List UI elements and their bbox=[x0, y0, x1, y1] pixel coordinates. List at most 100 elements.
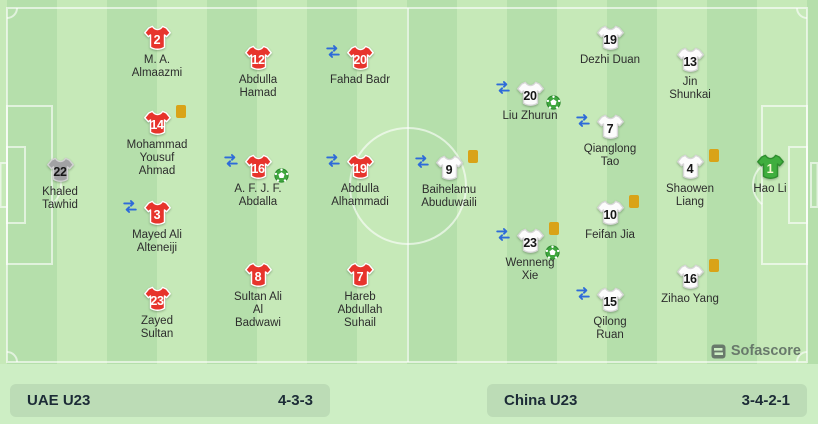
player-home-23[interactable]: 23 Zayed Sultan bbox=[99, 285, 215, 341]
jersey-icon bbox=[756, 154, 784, 179]
player-shirt: 12 bbox=[244, 44, 273, 71]
player-home-22[interactable]: 22 Khaled Tawhid bbox=[2, 156, 118, 212]
away-team-name: China U23 bbox=[504, 392, 578, 409]
player-shirt: 8 bbox=[244, 261, 273, 288]
player-name: Abdulla Hamad bbox=[238, 74, 278, 99]
right-penalty-arc bbox=[752, 165, 763, 205]
player-home-7[interactable]: 7 Hareb Abdullah Suhail bbox=[302, 261, 418, 330]
jersey-icon bbox=[676, 154, 704, 179]
player-away-4[interactable]: 4 Shaowen Liang bbox=[632, 149, 748, 209]
player-number: 20 bbox=[523, 88, 537, 103]
jersey-icon bbox=[244, 154, 272, 179]
player-away-19[interactable]: 19 Dezhi Duan bbox=[552, 24, 668, 67]
player-away-16[interactable]: 16 Zihao Yang bbox=[632, 259, 748, 306]
player-shirt: 1 bbox=[756, 153, 785, 180]
player-number: 7 bbox=[606, 121, 614, 136]
player-name: Mohammad Yousuf Ahmad bbox=[126, 139, 188, 177]
home-team-formation: 4-3-3 bbox=[277, 392, 313, 409]
player-away-23[interactable]: 23 Wenneng Xie bbox=[472, 222, 588, 283]
player-away-13[interactable]: 13 Jin Shunkai bbox=[632, 46, 748, 102]
sofascore-watermark: Sofascore bbox=[711, 343, 801, 359]
substitution-icon bbox=[325, 45, 340, 58]
substitution-icon bbox=[495, 81, 510, 94]
player-shirt: 7 bbox=[346, 261, 375, 288]
player-home-3[interactable]: 3 Mayed Ali Alteneiji bbox=[99, 199, 215, 255]
player-number: 10 bbox=[603, 207, 617, 222]
player-name: Feifan Jia bbox=[585, 229, 635, 241]
substitution-icon bbox=[575, 114, 590, 127]
player-name: Qilong Ruan bbox=[593, 316, 627, 341]
jersey-icon bbox=[143, 200, 171, 225]
player-number: 2 bbox=[153, 32, 161, 47]
player-number: 19 bbox=[353, 161, 367, 176]
player-name: Dezhi Duan bbox=[579, 54, 641, 66]
pitch-markings bbox=[0, 7, 818, 363]
player-name: Baihelamu Abuduwaili bbox=[421, 184, 477, 209]
right-goal-area bbox=[788, 146, 808, 224]
player-home-12[interactable]: 12 Abdulla Hamad bbox=[200, 44, 316, 100]
jersey-icon bbox=[346, 262, 374, 287]
player-name: Sultan Ali Al Badwawi bbox=[234, 291, 282, 329]
player-number: 9 bbox=[445, 162, 453, 177]
formation-bar: UAE U23 4-3-3 China U23 3-4-2-1 bbox=[0, 364, 818, 424]
player-number: 22 bbox=[53, 164, 67, 179]
player-shirt: 16 bbox=[223, 153, 289, 183]
corner-arc-top-right bbox=[796, 7, 808, 19]
yellow-card-icon bbox=[708, 149, 719, 162]
corner-arc-bottom-left bbox=[6, 351, 18, 363]
corner-arc-bottom-right bbox=[796, 351, 808, 363]
player-number: 15 bbox=[603, 294, 617, 309]
jersey-icon bbox=[435, 155, 463, 180]
goal-icon bbox=[273, 168, 289, 183]
player-number: 19 bbox=[603, 32, 617, 47]
sofascore-logo-icon bbox=[711, 344, 726, 358]
player-number: 7 bbox=[356, 269, 364, 284]
player-home-19[interactable]: 19 Abdulla Alhammadi bbox=[302, 153, 418, 209]
player-name: Hareb Abdullah Suhail bbox=[337, 291, 383, 329]
substitution-icon bbox=[414, 155, 429, 168]
player-away-20[interactable]: 20 Liu Zhurun bbox=[472, 80, 588, 123]
center-circle bbox=[349, 127, 467, 245]
jersey-icon bbox=[143, 286, 171, 311]
jersey-icon bbox=[596, 287, 624, 312]
football-pitch: 22 Khaled Tawhid 2 M. A. Almaazmi bbox=[0, 0, 818, 364]
player-away-15[interactable]: 15 Qilong Ruan bbox=[552, 286, 668, 342]
jersey-icon bbox=[676, 47, 704, 72]
player-home-2[interactable]: 2 M. A. Almaazmi bbox=[99, 24, 215, 80]
player-number: 12 bbox=[251, 52, 265, 67]
player-home-14[interactable]: 14 Mohammad Yousuf Ahmad bbox=[99, 105, 215, 178]
player-home-16[interactable]: 16 A. F. J. F. Abdalla bbox=[200, 153, 316, 209]
player-number: 3 bbox=[153, 207, 161, 222]
player-shirt: 15 bbox=[575, 286, 625, 313]
player-shirt: 19 bbox=[325, 153, 375, 180]
player-shirt: 19 bbox=[596, 24, 625, 51]
jersey-icon bbox=[596, 200, 624, 225]
player-away-10[interactable]: 10 Feifan Jia bbox=[552, 195, 668, 242]
player-shirt: 3 bbox=[122, 199, 172, 226]
player-home-8[interactable]: 8 Sultan Ali Al Badwawi bbox=[200, 261, 316, 330]
player-name: Qianglong Tao bbox=[583, 143, 637, 168]
player-name: Zihao Yang bbox=[661, 293, 719, 305]
player-away-7[interactable]: 7 Qianglong Tao bbox=[552, 113, 668, 169]
player-name: Hao Li bbox=[753, 183, 787, 195]
substitution-icon bbox=[575, 287, 590, 300]
player-shirt: 13 bbox=[676, 46, 705, 73]
player-shirt: 7 bbox=[575, 113, 625, 140]
player-shirt: 9 bbox=[414, 150, 478, 181]
player-away-1[interactable]: 1 Hao Li bbox=[712, 153, 818, 196]
jersey-icon bbox=[244, 45, 272, 70]
player-shirt: 23 bbox=[143, 285, 172, 312]
player-number: 20 bbox=[353, 52, 367, 67]
away-team-pill: China U23 3-4-2-1 bbox=[487, 384, 807, 417]
jersey-icon bbox=[596, 25, 624, 50]
goal-icon bbox=[544, 245, 560, 260]
player-home-20[interactable]: 20 Fahad Badr bbox=[302, 44, 418, 87]
player-away-9[interactable]: 9 Baihelamu Abuduwaili bbox=[391, 150, 507, 210]
player-name: Zayed Sultan bbox=[140, 315, 174, 340]
jersey-icon bbox=[244, 262, 272, 287]
jersey-icon bbox=[143, 25, 171, 50]
away-team-formation: 3-4-2-1 bbox=[741, 392, 790, 409]
yellow-card-icon bbox=[708, 259, 719, 272]
player-number: 23 bbox=[523, 235, 537, 250]
